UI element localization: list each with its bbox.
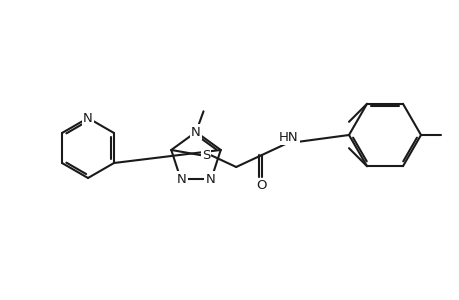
Text: O: O xyxy=(256,179,266,192)
Text: S: S xyxy=(201,149,210,162)
Text: N: N xyxy=(190,125,201,139)
Text: N: N xyxy=(83,112,93,124)
Text: N: N xyxy=(176,172,186,185)
Text: HN: HN xyxy=(279,131,298,144)
Text: N: N xyxy=(205,172,215,185)
